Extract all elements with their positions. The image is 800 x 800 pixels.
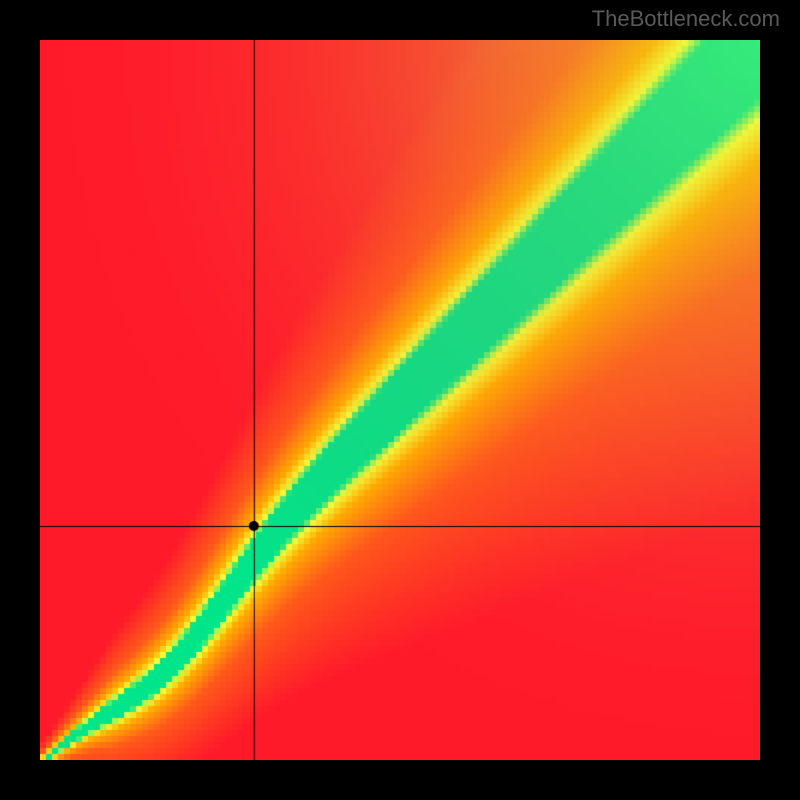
bottleneck-heatmap: [40, 40, 760, 760]
heatmap-canvas: [40, 40, 760, 760]
attribution-text: TheBottleneck.com: [592, 6, 780, 32]
